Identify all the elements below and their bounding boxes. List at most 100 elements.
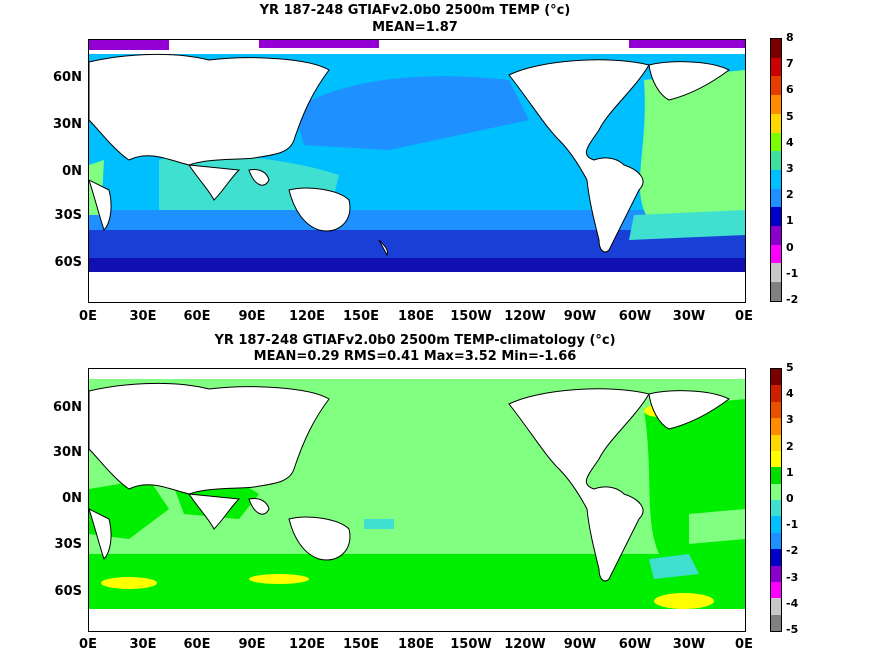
bottom-panel-title: YR 187-248 GTIAFv2.0b0 2500m TEMP-climat…: [214, 333, 616, 348]
colorbar-swatch: [771, 500, 781, 517]
bottom-lon-label: 60W: [618, 637, 652, 652]
top-lat-label-60n: 60N: [53, 70, 82, 85]
top-lat-label-30s: 30S: [54, 208, 82, 223]
bottom-lat-label-0n: 0N: [62, 491, 82, 506]
colorbar-swatch: [771, 385, 781, 402]
colorbar-swatch: [771, 95, 781, 114]
colorbar-tick-label: -1: [786, 518, 799, 532]
colorbar-tick-label: 3: [786, 413, 794, 427]
colorbar-tick-label: 2: [786, 439, 794, 453]
colorbar-swatch: [771, 244, 781, 264]
colorbar-swatch: [771, 132, 781, 152]
colorbar-tick-label: 1: [786, 214, 794, 228]
colorbar-swatch: [771, 483, 781, 500]
top-lat-label-60s: 60S: [54, 255, 82, 270]
top-lon-label: 150W: [450, 309, 492, 324]
bottom-map-panel: [88, 368, 746, 632]
top-lon-label: 150E: [342, 309, 380, 324]
colorbar-tick-label: -2: [786, 544, 799, 558]
top-lon-label: 0E: [79, 309, 97, 324]
colorbar-tick-label: -1: [786, 266, 799, 280]
colorbar-tick-label: -2: [786, 293, 799, 306]
colorbar-tick-label: 5: [786, 109, 794, 123]
bottom-lon-label: 180E: [397, 637, 435, 652]
colorbar-tick-label: 7: [786, 57, 794, 71]
colorbar-tick-label: 5: [786, 361, 794, 374]
top-lon-label: 0E: [735, 309, 753, 324]
colorbar-swatch: [771, 598, 781, 615]
colorbar-tick-label: 0: [786, 492, 794, 505]
colorbar-tick-label: -5: [786, 623, 799, 636]
bottom-lat-label-60s: 60S: [54, 584, 82, 599]
colorbar-tick-label: 4: [786, 135, 794, 149]
colorbar-swatch: [771, 207, 781, 227]
colorbar-swatch: [771, 188, 781, 208]
colorbar-swatch: [771, 450, 781, 468]
colorbar-tick-label: 2: [786, 188, 794, 202]
colorbar-swatch: [771, 532, 781, 550]
colorbar-swatch: [771, 516, 781, 533]
bottom-lon-label: 150W: [450, 637, 492, 652]
top-colorbar: [770, 38, 782, 302]
top-lon-label: 180E: [397, 309, 435, 324]
colorbar-swatch: [771, 113, 781, 133]
colorbar-swatch: [771, 263, 781, 283]
top-temperature-map: [89, 40, 745, 302]
bottom-land-masses: [89, 382, 730, 582]
bottom-lon-label: 30E: [129, 637, 157, 652]
colorbar-tick-label: 6: [786, 83, 794, 97]
bottom-lon-label: 120E: [288, 637, 326, 652]
colorbar-swatch: [771, 418, 781, 435]
colorbar-swatch: [771, 369, 781, 386]
top-lon-label: 30W: [672, 309, 706, 324]
top-lon-label: 60W: [618, 309, 652, 324]
bottom-panel-subtitle: MEAN=0.29 RMS=0.41 Max=3.52 Min=-1.66: [253, 349, 577, 364]
top-lon-label: 90W: [563, 309, 597, 324]
colorbar-tick-label: 1: [786, 465, 794, 479]
colorbar-swatch: [771, 169, 781, 189]
bottom-lon-label: 0E: [735, 637, 753, 652]
colorbar-swatch: [771, 57, 781, 77]
top-panel-subtitle: MEAN=1.87: [372, 20, 458, 35]
bottom-lat-label-30s: 30S: [54, 537, 82, 552]
top-lon-label: 90E: [238, 309, 266, 324]
colorbar-swatch: [771, 581, 781, 599]
colorbar-swatch: [771, 549, 781, 566]
colorbar-swatch: [771, 226, 781, 245]
bottom-lat-label-30n: 30N: [53, 445, 82, 460]
colorbar-swatch: [771, 282, 781, 301]
bottom-colorbar: [770, 368, 782, 632]
bottom-lon-label: 90E: [238, 637, 266, 652]
bottom-lon-label: 90W: [563, 637, 597, 652]
top-land-masses: [89, 53, 730, 257]
colorbar-tick-label: 3: [786, 162, 794, 175]
colorbar-tick-label: 8: [786, 31, 794, 44]
bottom-lon-label: 30W: [672, 637, 706, 652]
top-lon-label: 60E: [183, 309, 211, 324]
bottom-lat-label-60n: 60N: [53, 400, 82, 415]
colorbar-swatch: [771, 39, 781, 58]
top-map-panel: [88, 39, 746, 303]
colorbar-swatch: [771, 565, 781, 582]
colorbar-swatch: [771, 151, 781, 170]
colorbar-swatch: [771, 401, 781, 419]
bottom-lon-label: 150E: [342, 637, 380, 652]
bottom-lon-label: 60E: [183, 637, 211, 652]
top-lat-label-30n: 30N: [53, 117, 82, 132]
bottom-lon-label: 0E: [79, 637, 97, 652]
colorbar-tick-label: 4: [786, 387, 794, 401]
colorbar-swatch: [771, 467, 781, 484]
top-lon-label: 120E: [288, 309, 326, 324]
colorbar-tick-label: -4: [786, 596, 799, 610]
top-lat-label-0n: 0N: [62, 164, 82, 179]
colorbar-swatch: [771, 434, 781, 451]
colorbar-swatch: [771, 614, 781, 631]
top-lon-label: 120W: [504, 309, 546, 324]
top-panel-title: YR 187-248 GTIAFv2.0b0 2500m TEMP (°c): [259, 3, 571, 18]
top-lon-label: 30E: [129, 309, 157, 324]
bottom-lon-label: 120W: [504, 637, 546, 652]
colorbar-tick-label: -3: [786, 570, 799, 584]
colorbar-swatch: [771, 76, 781, 96]
colorbar-tick-label: 0: [786, 240, 794, 254]
bottom-anomaly-map: [89, 369, 745, 631]
